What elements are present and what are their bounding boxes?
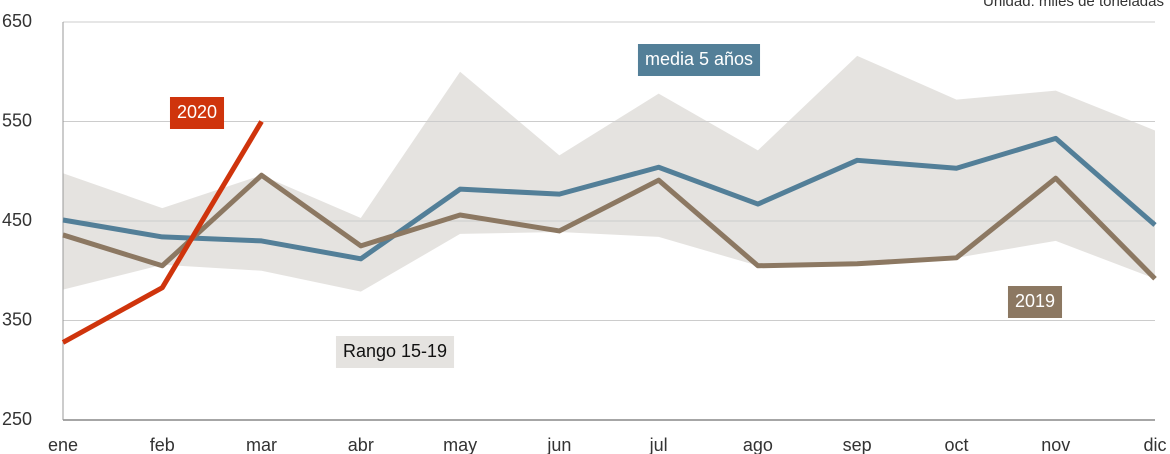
x-tick-label: mar bbox=[246, 435, 277, 454]
series-label: 2020 bbox=[169, 97, 225, 129]
y-tick-label: 250 bbox=[2, 409, 32, 429]
y-tick-label: 450 bbox=[2, 210, 32, 230]
series-label: media 5 años bbox=[637, 44, 761, 76]
series-line bbox=[62, 172, 1157, 281]
series-label: 2019 bbox=[1007, 286, 1063, 318]
series-line bbox=[61, 120, 264, 345]
range-band bbox=[63, 55, 1155, 292]
label-text: 2019 bbox=[1015, 291, 1055, 311]
x-tick-label: sep bbox=[843, 435, 872, 454]
x-tick-label: feb bbox=[150, 435, 175, 454]
x-tick-label: dic bbox=[1143, 435, 1166, 454]
label-text: media 5 años bbox=[645, 49, 753, 69]
y-tick-label: 550 bbox=[2, 110, 32, 130]
label-box bbox=[637, 44, 761, 76]
label-box bbox=[169, 97, 225, 129]
label-text: 2020 bbox=[177, 102, 217, 122]
x-tick-label: jun bbox=[546, 435, 571, 454]
x-tick-label: may bbox=[443, 435, 477, 454]
x-tick-label: oct bbox=[944, 435, 968, 454]
label-text: Rango 15-19 bbox=[343, 341, 447, 361]
x-tick-label: ago bbox=[743, 435, 773, 454]
series-line bbox=[62, 135, 1157, 262]
label-box bbox=[335, 336, 455, 368]
x-tick-label: jul bbox=[649, 435, 668, 454]
unit-note: Unidad: miles de toneladas bbox=[983, 0, 1164, 10]
label-box bbox=[1007, 286, 1063, 318]
y-tick-label: 350 bbox=[2, 309, 32, 329]
series-label: Rango 15-19 bbox=[335, 336, 455, 368]
y-tick-label: 650 bbox=[2, 11, 32, 31]
x-tick-label: abr bbox=[348, 435, 374, 454]
x-tick-label: ene bbox=[48, 435, 78, 454]
x-tick-label: nov bbox=[1041, 435, 1070, 454]
